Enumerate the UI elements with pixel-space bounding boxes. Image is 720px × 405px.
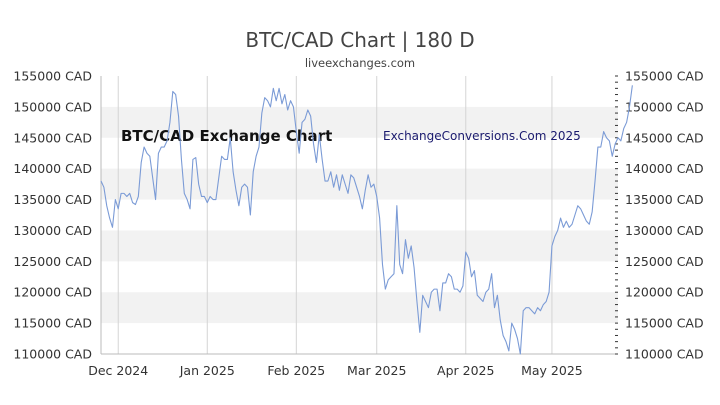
series-layer — [100, 85, 633, 355]
x-tick-label: Jan 2025 — [179, 363, 235, 378]
x-tick-label: May 2025 — [521, 363, 583, 378]
watermark-exchangeconversions: ExchangeConversions.Com 2025 — [383, 129, 581, 143]
y-tick-label-right: 130000 CAD — [625, 223, 704, 238]
x-axis: Dec 2024 Jan 2025 Feb 2025 Mar 2025 Apr 2025… — [88, 363, 583, 378]
y-tick-label-left: 110000 CAD — [13, 347, 92, 362]
y-tick-label-right: 145000 CAD — [625, 130, 704, 145]
vertical-gridlines — [117, 76, 553, 354]
y-axis-left: 155000 CAD 150000 CAD 145000 CAD 140000 CAD… — [13, 69, 92, 362]
price-series-line — [100, 85, 633, 355]
x-tick-label: Apr 2025 — [437, 363, 494, 378]
y-axis-right-minor-ticks — [615, 75, 618, 355]
y-tick-label-left: 130000 CAD — [13, 223, 92, 238]
y-tick-label-left: 155000 CAD — [13, 69, 92, 84]
y-tick-label-left: 125000 CAD — [13, 254, 92, 269]
y-tick-label-left: 115000 CAD — [13, 316, 92, 331]
y-tick-label-left: 140000 CAD — [13, 161, 92, 176]
y-tick-label-right: 135000 CAD — [625, 192, 704, 207]
x-tick-label: Mar 2025 — [347, 363, 406, 378]
plot-background-bands — [101, 106, 618, 324]
y-tick-label-right: 110000 CAD — [625, 347, 704, 362]
y-tick-label-left: 135000 CAD — [13, 192, 92, 207]
chart-title: BTC/CAD Chart | 180 D — [245, 28, 474, 52]
y-tick-label-right: 115000 CAD — [625, 316, 704, 331]
grid-band — [101, 168, 618, 200]
grid-band — [101, 230, 618, 262]
y-tick-label-left: 120000 CAD — [13, 285, 92, 300]
y-axis-right: 155000 CAD 150000 CAD 145000 CAD 140000 CAD… — [625, 69, 704, 362]
y-tick-label-right: 140000 CAD — [625, 161, 704, 176]
grid-band — [101, 292, 618, 324]
y-tick-label-right: 150000 CAD — [625, 99, 704, 114]
x-tick-label: Feb 2025 — [267, 363, 325, 378]
y-tick-label-right: 125000 CAD — [625, 254, 704, 269]
y-tick-label-left: 150000 CAD — [13, 99, 92, 114]
chart-subtitle: liveexchanges.com — [305, 56, 415, 70]
watermark-exchange-chart: BTC/CAD Exchange Chart — [121, 127, 332, 145]
grid-band — [101, 106, 618, 138]
y-tick-label-right: 120000 CAD — [625, 285, 704, 300]
x-tick-label: Dec 2024 — [88, 363, 148, 378]
y-tick-label-right: 155000 CAD — [625, 69, 704, 84]
y-tick-label-left: 145000 CAD — [13, 130, 92, 145]
